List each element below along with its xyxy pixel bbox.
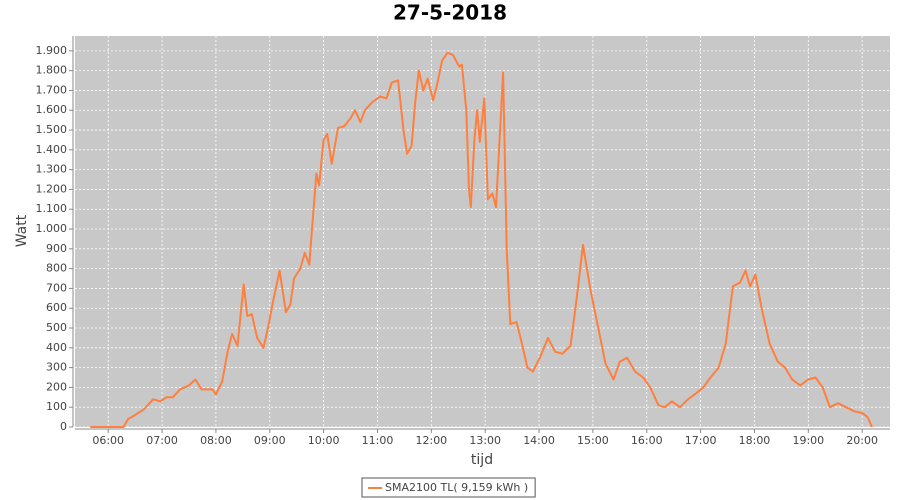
y-tick-label: 800 (46, 262, 67, 275)
x-tick-label: 15:00 (577, 434, 609, 447)
y-tick-label: 900 (46, 242, 67, 255)
x-tick-label: 13:00 (469, 434, 501, 447)
x-tick-label: 09:00 (254, 434, 286, 447)
x-tick-label: 07:00 (146, 434, 178, 447)
legend-label: SMA2100 TL( 9,159 kWh ) (385, 481, 528, 494)
y-tick-label: 200 (46, 380, 67, 393)
x-tick-label: 12:00 (415, 434, 447, 447)
x-tick-label: 17:00 (685, 434, 717, 447)
x-tick-label: 11:00 (362, 434, 394, 447)
y-tick-label: 1.300 (36, 163, 68, 176)
y-tick-label: 500 (46, 321, 67, 334)
y-tick-label: 1.400 (36, 143, 68, 156)
legend-box (361, 477, 536, 498)
y-axis-label: Watt (14, 214, 30, 247)
x-tick-label: 10:00 (308, 434, 340, 447)
y-tick-label: 100 (46, 400, 67, 413)
y-tick-label: 300 (46, 361, 67, 374)
y-tick-label: 400 (46, 341, 67, 354)
y-tick-label: 1.200 (36, 182, 68, 195)
y-tick-label: 1.900 (36, 44, 68, 57)
chart-title: 27-5-2018 (393, 1, 507, 25)
y-tick-label: 700 (46, 281, 67, 294)
x-tick-label: 06:00 (92, 434, 124, 447)
x-tick-label: 16:00 (631, 434, 663, 447)
y-tick-label: 600 (46, 301, 67, 314)
y-tick-label: 1.700 (36, 83, 68, 96)
x-tick-label: 08:00 (200, 434, 232, 447)
series-line (90, 51, 873, 428)
y-tick-label: 1.500 (36, 123, 68, 136)
y-tick-label: 0 (60, 420, 67, 433)
y-tick-label: 1.000 (36, 222, 68, 235)
x-tick-label: 18:00 (739, 434, 771, 447)
y-tick-label: 1.800 (36, 64, 68, 77)
y-tick-label: 1.100 (36, 202, 68, 215)
legend: SMA2100 TL( 9,159 kWh ) (361, 477, 536, 498)
y-tick-label: 1.600 (36, 103, 68, 116)
x-tick-label: 20:00 (846, 434, 878, 447)
x-tick-label: 19:00 (792, 434, 824, 447)
grid (75, 36, 890, 428)
plot-area (75, 36, 890, 427)
x-tick-label: 14:00 (523, 434, 555, 447)
x-axis-label: tijd (471, 452, 493, 468)
